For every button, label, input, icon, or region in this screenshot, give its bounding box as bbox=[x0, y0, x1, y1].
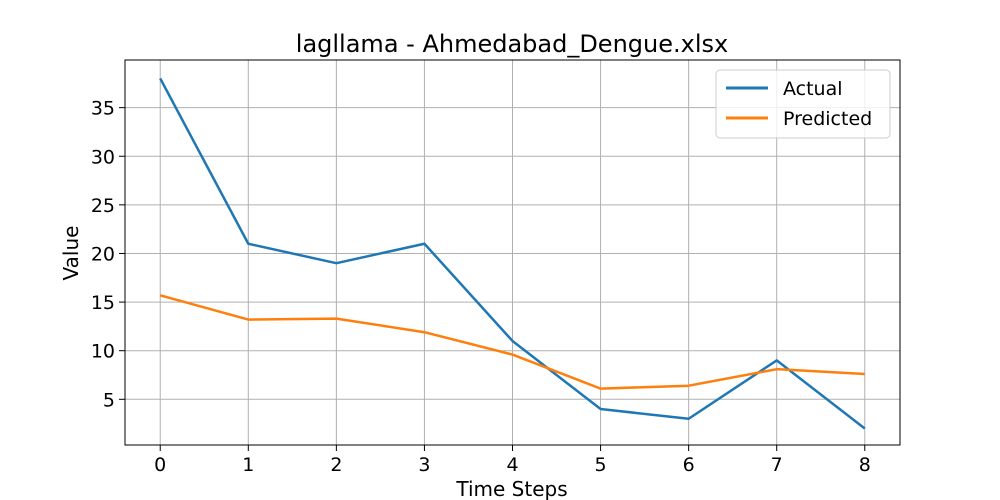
x-tick-label: 8 bbox=[859, 454, 871, 476]
x-axis-label: Time Steps bbox=[455, 477, 567, 500]
series-layer bbox=[159, 77, 866, 430]
y-axis-label: Value bbox=[59, 226, 83, 281]
x-tick-label: 5 bbox=[595, 454, 607, 476]
legend-label-predicted: Predicted bbox=[783, 108, 872, 130]
y-axis: 5 10 15 20 25 30 35 bbox=[91, 98, 125, 411]
y-tick-label: 20 bbox=[91, 243, 115, 265]
y-tick-label: 25 bbox=[91, 195, 115, 217]
x-tick-label: 0 bbox=[154, 454, 166, 476]
x-axis: 0 1 2 3 4 5 6 7 8 bbox=[154, 445, 871, 476]
y-tick-label: 15 bbox=[91, 292, 115, 314]
chart-title: lagllama - Ahmedabad_Dengue.xlsx bbox=[296, 30, 728, 58]
y-tick-label: 35 bbox=[91, 98, 115, 120]
x-tick-label: 1 bbox=[242, 454, 254, 476]
legend-label-actual: Actual bbox=[783, 78, 843, 100]
legend: Actual Predicted bbox=[715, 69, 891, 139]
x-tick-label: 6 bbox=[683, 454, 695, 476]
series-line-predicted bbox=[159, 294, 865, 390]
x-tick-label: 3 bbox=[418, 454, 430, 476]
x-tick-label: 4 bbox=[506, 454, 518, 476]
series-line-actual bbox=[159, 77, 866, 430]
grid-layer bbox=[125, 60, 900, 445]
x-tick-label: 7 bbox=[771, 454, 783, 476]
y-tick-label: 10 bbox=[91, 341, 115, 363]
x-tick-label: 2 bbox=[330, 454, 342, 476]
y-tick-label: 30 bbox=[91, 146, 115, 168]
y-tick-label: 5 bbox=[103, 389, 115, 411]
